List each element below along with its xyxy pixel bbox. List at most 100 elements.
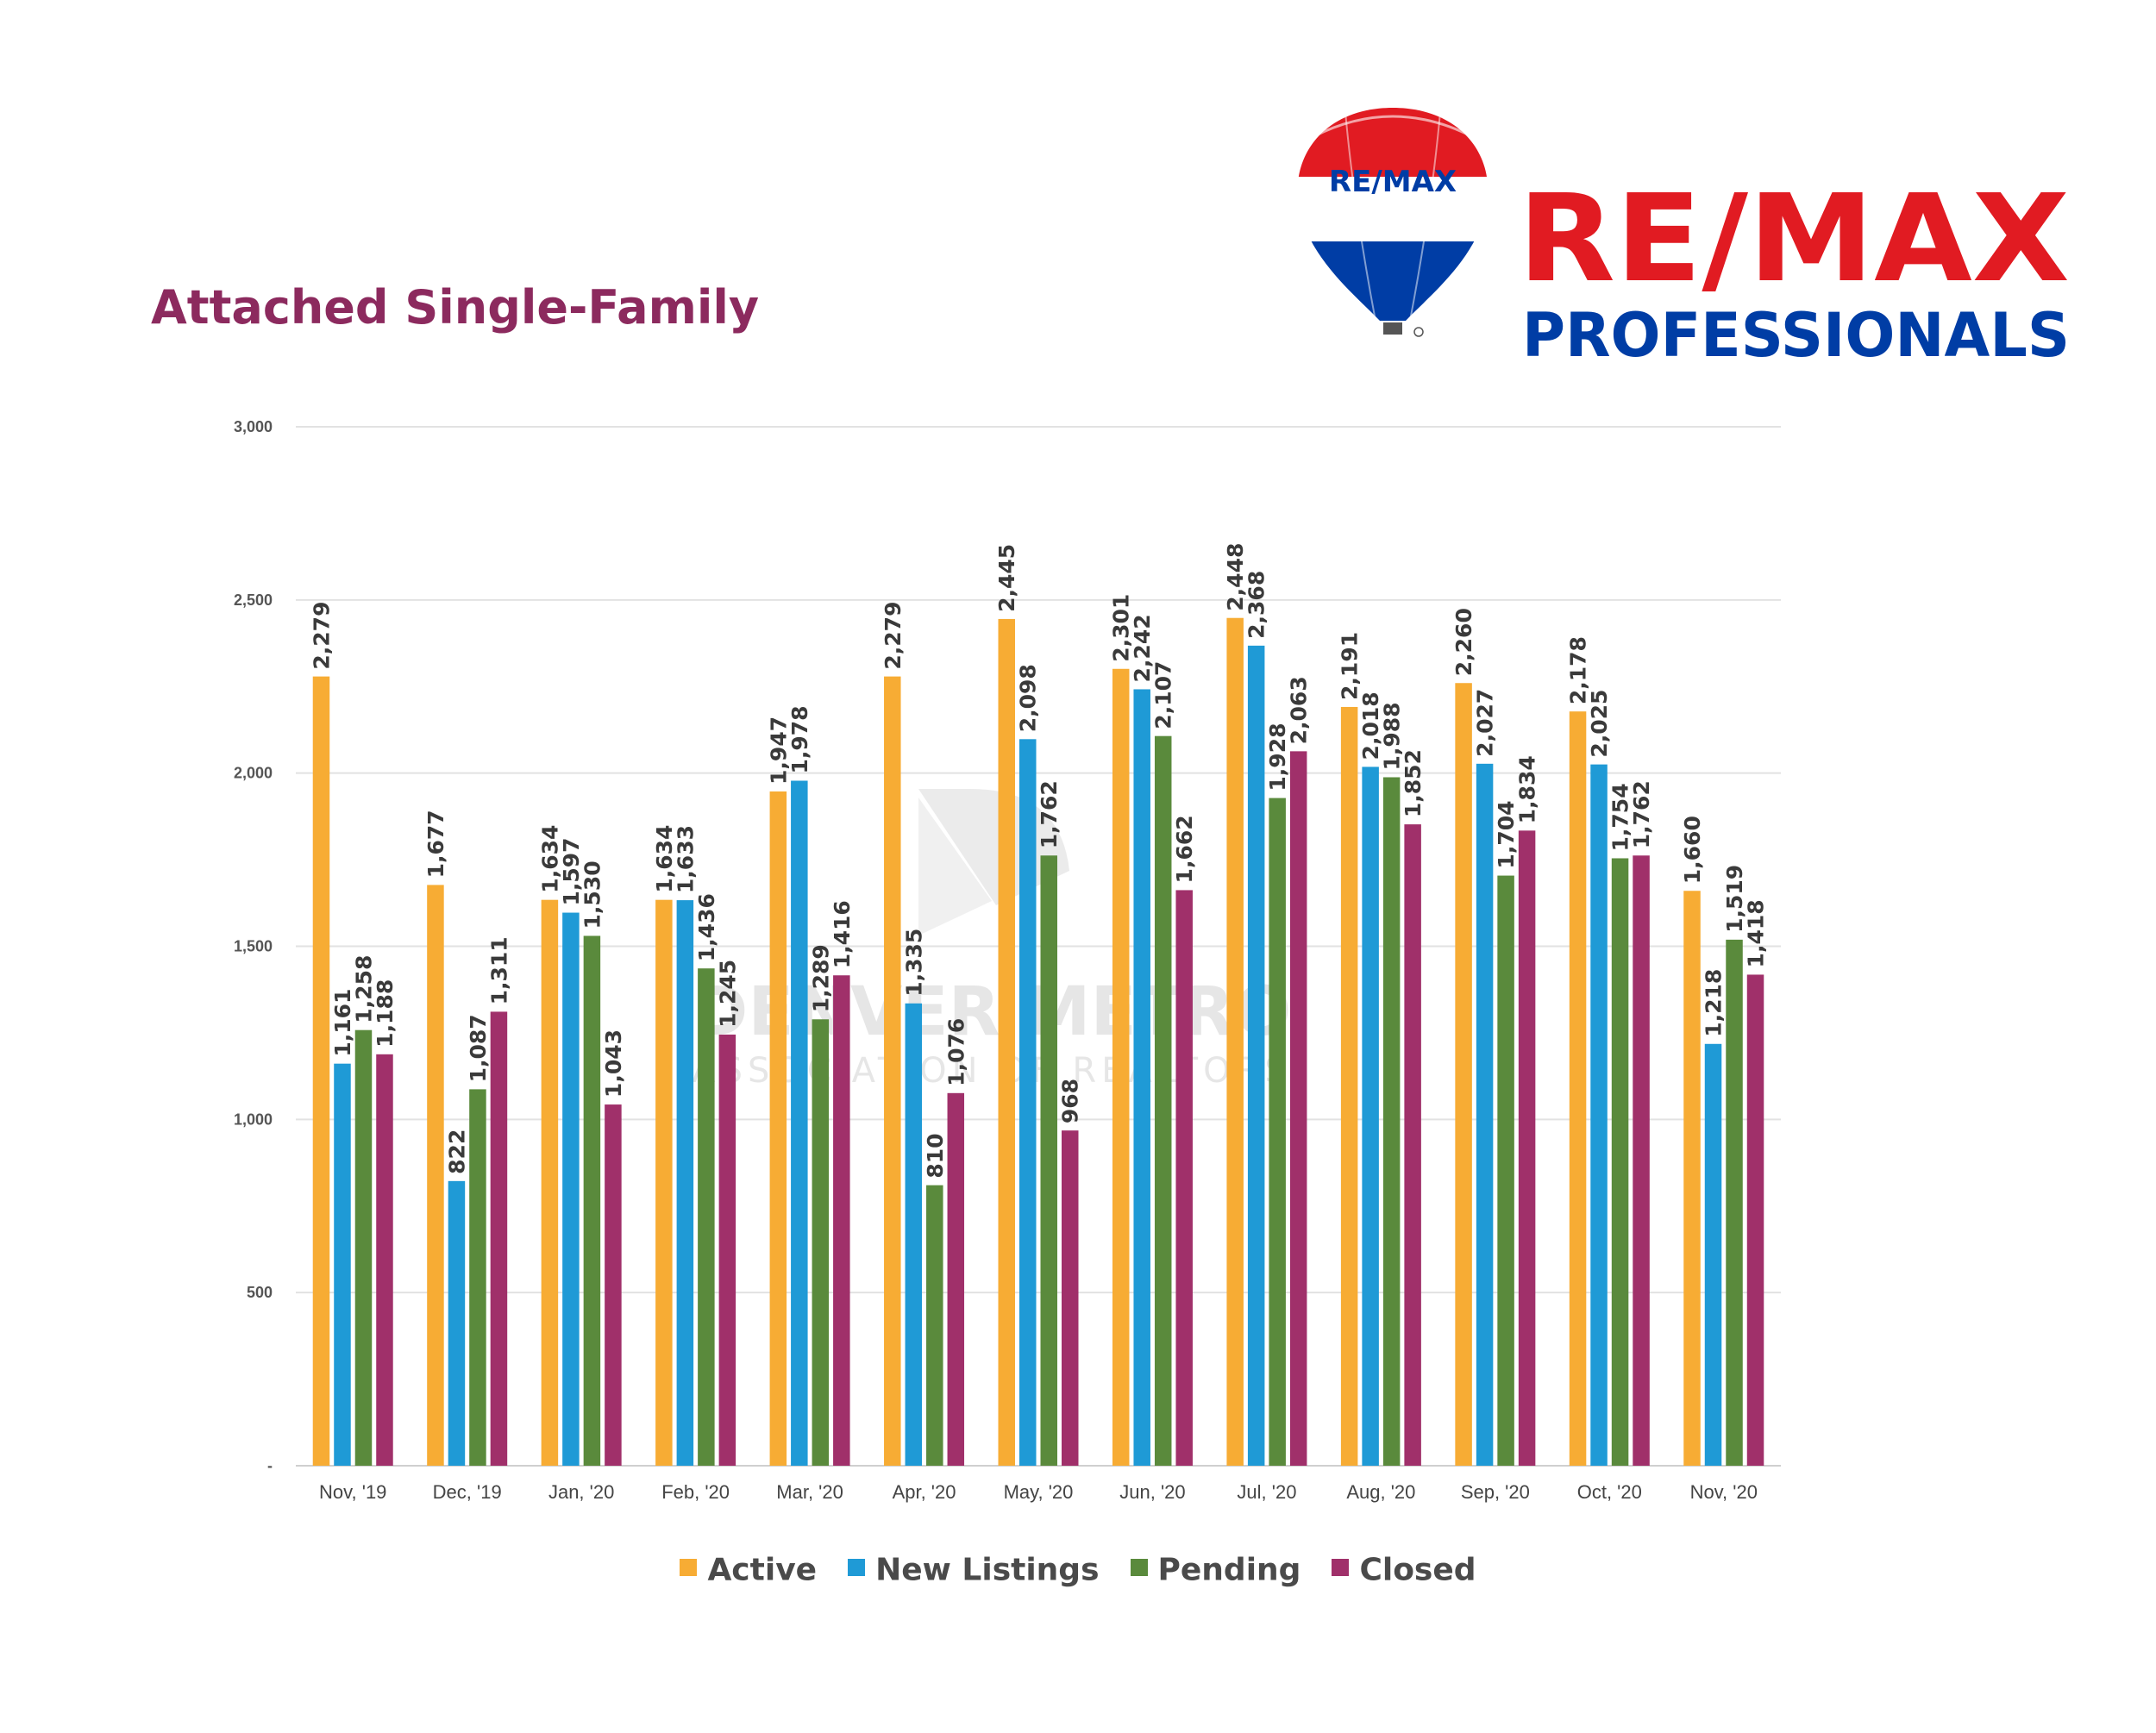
bar — [1112, 668, 1130, 1466]
x-tick-label: Apr, '20 — [893, 1481, 956, 1503]
bar — [655, 899, 673, 1466]
bar — [1040, 855, 1057, 1466]
bar — [833, 975, 850, 1466]
data-label: 1,762 — [1037, 780, 1062, 848]
data-label: 1,660 — [1680, 816, 1705, 884]
bar — [1590, 764, 1608, 1466]
bar — [769, 791, 787, 1466]
bar — [1133, 689, 1150, 1466]
data-label: 1,754 — [1608, 783, 1633, 851]
data-label: 1,634 — [652, 825, 677, 893]
bar — [1633, 855, 1650, 1466]
bar — [354, 1029, 373, 1466]
data-label: 1,762 — [1629, 780, 1654, 848]
data-label: 1,043 — [601, 1029, 626, 1098]
bar — [791, 780, 808, 1466]
data-label: 2,301 — [1109, 594, 1134, 662]
bar — [947, 1092, 965, 1466]
legend-item: Closed — [1332, 1551, 1476, 1588]
bar — [1247, 645, 1265, 1466]
bar — [1382, 777, 1401, 1466]
data-label: 1,245 — [715, 960, 740, 1028]
x-tick-label: Aug, '20 — [1346, 1481, 1415, 1503]
data-label: 1,633 — [673, 825, 698, 893]
bar — [1154, 735, 1172, 1466]
bar — [1226, 617, 1244, 1466]
x-tick-label: Jul, '20 — [1237, 1481, 1296, 1503]
bar — [427, 885, 444, 1466]
legend-label: Closed — [1359, 1552, 1476, 1588]
bar — [469, 1089, 486, 1466]
bar — [1497, 875, 1514, 1466]
data-label: 2,279 — [309, 602, 334, 670]
data-label: 1,087 — [466, 1014, 491, 1082]
x-tick-label: Nov, '20 — [1690, 1481, 1758, 1503]
bar — [1455, 683, 1472, 1466]
x-tick-label: Dec, '19 — [433, 1481, 502, 1503]
data-label: 2,260 — [1451, 608, 1476, 676]
y-tick-label: 1,000 — [234, 1110, 273, 1128]
bar — [541, 899, 559, 1466]
data-label: 2,107 — [1151, 661, 1176, 729]
bar — [926, 1185, 943, 1466]
data-label: 2,191 — [1338, 632, 1363, 700]
data-label: 1,416 — [830, 900, 855, 968]
data-label: 1,704 — [1494, 800, 1519, 868]
bar — [1289, 751, 1307, 1466]
y-tick-label: 2,000 — [234, 765, 273, 782]
legend-item: Pending — [1130, 1551, 1301, 1588]
bar — [1476, 763, 1494, 1466]
bar — [1404, 824, 1421, 1466]
bar — [1611, 858, 1629, 1466]
data-label: 1,597 — [559, 837, 584, 905]
bar — [1269, 798, 1286, 1466]
bar — [676, 900, 694, 1466]
data-label: 2,098 — [1016, 664, 1041, 732]
data-label: 1,634 — [537, 825, 562, 893]
bar — [1683, 891, 1701, 1466]
data-label: 2,368 — [1244, 571, 1269, 639]
legend-item: New Listings — [848, 1551, 1100, 1587]
data-label: 2,027 — [1473, 689, 1498, 757]
bar — [583, 935, 601, 1466]
bar — [718, 1034, 736, 1466]
bar — [448, 1180, 466, 1466]
y-tick-label: 500 — [247, 1284, 273, 1301]
bar — [1726, 939, 1743, 1466]
x-tick-label: Jan, '20 — [548, 1481, 614, 1503]
data-label: 2,242 — [1130, 614, 1155, 682]
bar — [998, 618, 1015, 1466]
y-tick-label: 3,000 — [234, 418, 273, 435]
data-label: 822 — [444, 1129, 469, 1174]
legend: Active New Listings Pending Closed — [0, 1550, 2156, 1587]
data-label: 2,018 — [1358, 691, 1383, 760]
bar — [812, 1019, 830, 1466]
x-tick-label: Jun, '20 — [1119, 1481, 1185, 1503]
legend-swatch — [1130, 1558, 1148, 1576]
bar — [1704, 1043, 1722, 1466]
data-label: 1,928 — [1265, 723, 1290, 791]
legend-swatch — [1332, 1558, 1350, 1576]
data-label: 2,025 — [1587, 690, 1612, 758]
bar — [1175, 890, 1193, 1466]
data-label: 1,436 — [694, 893, 719, 961]
balloon-text: RE/MAX — [1329, 165, 1457, 199]
bar — [884, 676, 901, 1466]
x-tick-label: Feb, '20 — [661, 1481, 730, 1503]
bar — [376, 1054, 393, 1466]
data-label: 1,834 — [1515, 755, 1540, 823]
data-label: 1,530 — [580, 860, 605, 929]
x-tick-label: Oct, '20 — [1577, 1481, 1642, 1503]
data-label: 1,418 — [1744, 899, 1769, 967]
data-label: 2,448 — [1223, 543, 1248, 611]
legend-label: Pending — [1157, 1552, 1301, 1588]
bar — [1062, 1130, 1079, 1466]
data-label: 1,218 — [1702, 969, 1727, 1037]
data-label: 1,076 — [943, 1018, 968, 1086]
data-label: 2,445 — [994, 544, 1019, 612]
bars — [312, 617, 1764, 1466]
bar — [562, 912, 580, 1466]
y-axis: - 500 1,000 1,500 2,000 2,500 3,000 — [234, 418, 273, 1474]
